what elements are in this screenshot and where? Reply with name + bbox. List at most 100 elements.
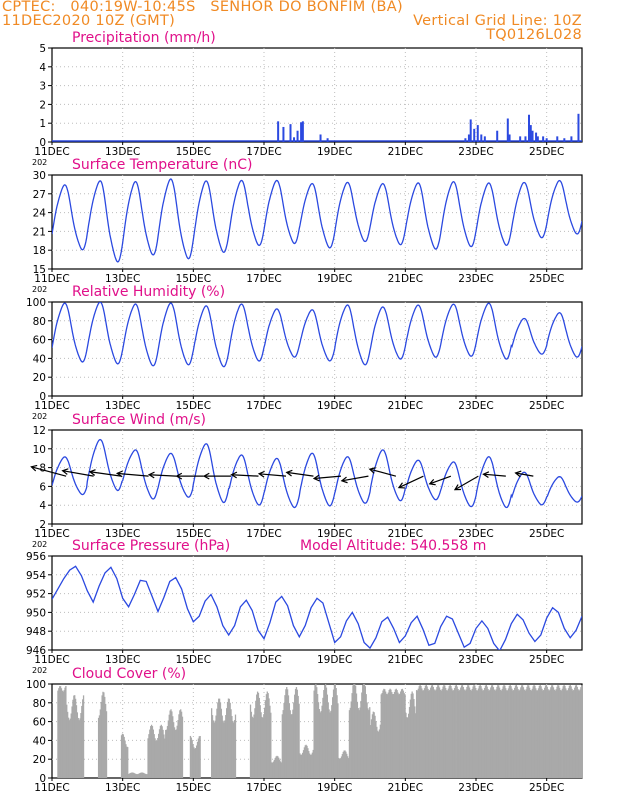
cloud-bar — [288, 703, 291, 778]
cloud-bar — [164, 738, 166, 778]
cloud-bar — [556, 686, 558, 778]
x-tick-label: 15DEC — [176, 782, 211, 794]
wind-vector-head — [88, 469, 96, 476]
cloud-bar — [167, 720, 169, 778]
cloud-bar — [171, 711, 173, 778]
cloud-bar — [566, 690, 569, 778]
cloud-bar — [348, 710, 351, 778]
wind-vector-head — [428, 478, 436, 486]
y-tick-label: 950 — [26, 607, 46, 619]
cloud-bar — [527, 685, 529, 778]
cloud-bar — [517, 689, 519, 778]
x-tick-label: 17DEC — [246, 273, 281, 285]
panel-frame — [51, 555, 583, 651]
wind-vector — [62, 470, 94, 477]
x-tick-label: 17DEC — [246, 782, 281, 794]
cloud-bar — [471, 688, 473, 778]
cloud-bar — [385, 693, 388, 778]
cloud-bar — [496, 686, 498, 778]
wind-vector — [369, 468, 397, 477]
cloud-bar — [301, 754, 303, 778]
cloud-bar — [511, 688, 513, 778]
cloud-bar — [373, 712, 375, 778]
cloud-bar — [281, 714, 283, 778]
wind-vector-head — [115, 470, 123, 478]
cloud-bar — [256, 691, 259, 778]
cloud-bar — [485, 685, 487, 778]
cloud-bar — [352, 685, 354, 778]
cloud-bar — [540, 686, 542, 778]
cloud-bar — [554, 690, 556, 778]
cloud-bar — [169, 710, 171, 778]
cloud-bar — [276, 755, 278, 778]
cloud-bar — [363, 684, 366, 778]
cloud-bar — [397, 692, 399, 778]
cloud-bar — [58, 688, 60, 778]
cloud-bar — [72, 699, 74, 778]
cloud-bar — [376, 726, 378, 778]
panel-frame — [51, 47, 583, 143]
x-year-label: 202 — [32, 285, 47, 294]
cloud-bar — [567, 688, 570, 778]
cloud-bar — [144, 773, 147, 778]
cloud-bar — [147, 738, 149, 778]
cloud-bar — [431, 685, 434, 778]
cloud-bar — [324, 684, 326, 778]
cloud-bar — [158, 733, 160, 778]
cloud-bar — [552, 687, 555, 778]
x-tick-label: 13DEC — [105, 273, 140, 285]
cloud-bar — [233, 722, 235, 778]
cloud-bar — [199, 735, 201, 778]
cloud-bar — [249, 704, 252, 778]
x-year-label: 202 — [32, 158, 47, 167]
cloud-bar — [333, 684, 336, 778]
x-tick-label: 19DEC — [317, 782, 352, 794]
cloud-bar — [543, 690, 545, 778]
cloud-bar — [453, 688, 456, 778]
cloud-bar — [173, 722, 175, 778]
cloud-bar — [424, 685, 427, 778]
wind-vector — [31, 466, 67, 477]
cloud-bar — [575, 685, 578, 778]
cloud-bar — [272, 761, 275, 778]
cloud-bar — [176, 725, 178, 778]
cloud-bar — [67, 711, 69, 778]
cloud-bar — [154, 738, 156, 778]
precip-bar — [528, 114, 530, 142]
cloud-bar — [483, 690, 485, 778]
cloud-bar — [513, 687, 516, 778]
cloud-bar — [399, 693, 401, 778]
cloud-bar — [105, 703, 107, 778]
cloud-bar — [370, 725, 372, 778]
cloud-bar — [536, 690, 538, 778]
wind-vector — [429, 475, 452, 485]
cloud-bar — [255, 700, 257, 778]
x-tick-label: 11DEC — [34, 782, 69, 794]
cloud-bar — [319, 712, 321, 778]
cloud-bar — [198, 736, 200, 778]
cloud-bar — [260, 712, 262, 778]
cloud-bar — [569, 684, 571, 778]
cloud-bar — [161, 726, 163, 778]
cloud-bar — [277, 756, 279, 778]
cloud-bar — [497, 685, 499, 778]
series-line — [52, 565, 582, 650]
cloud-bar — [420, 685, 422, 778]
y-tick-label: 0 — [39, 137, 46, 149]
precip-bar — [319, 134, 322, 142]
cloud-bar — [76, 712, 79, 778]
cloud-bar — [356, 701, 359, 778]
cloud-bar — [216, 708, 218, 778]
x-tick-label: 17DEC — [246, 654, 281, 666]
wind-vector-head — [147, 471, 155, 479]
cloud-bar — [317, 702, 320, 778]
cloud-bar — [257, 692, 260, 778]
cloud-bar — [189, 735, 192, 778]
cloud-bar — [71, 706, 73, 778]
cloud-bar — [354, 684, 356, 778]
cloud-bar — [339, 758, 341, 778]
cloud-bar — [561, 688, 563, 778]
y-tick-label: 8 — [39, 463, 46, 475]
cloud-bar — [293, 702, 295, 778]
x-tick-label: 25DEC — [529, 273, 564, 285]
